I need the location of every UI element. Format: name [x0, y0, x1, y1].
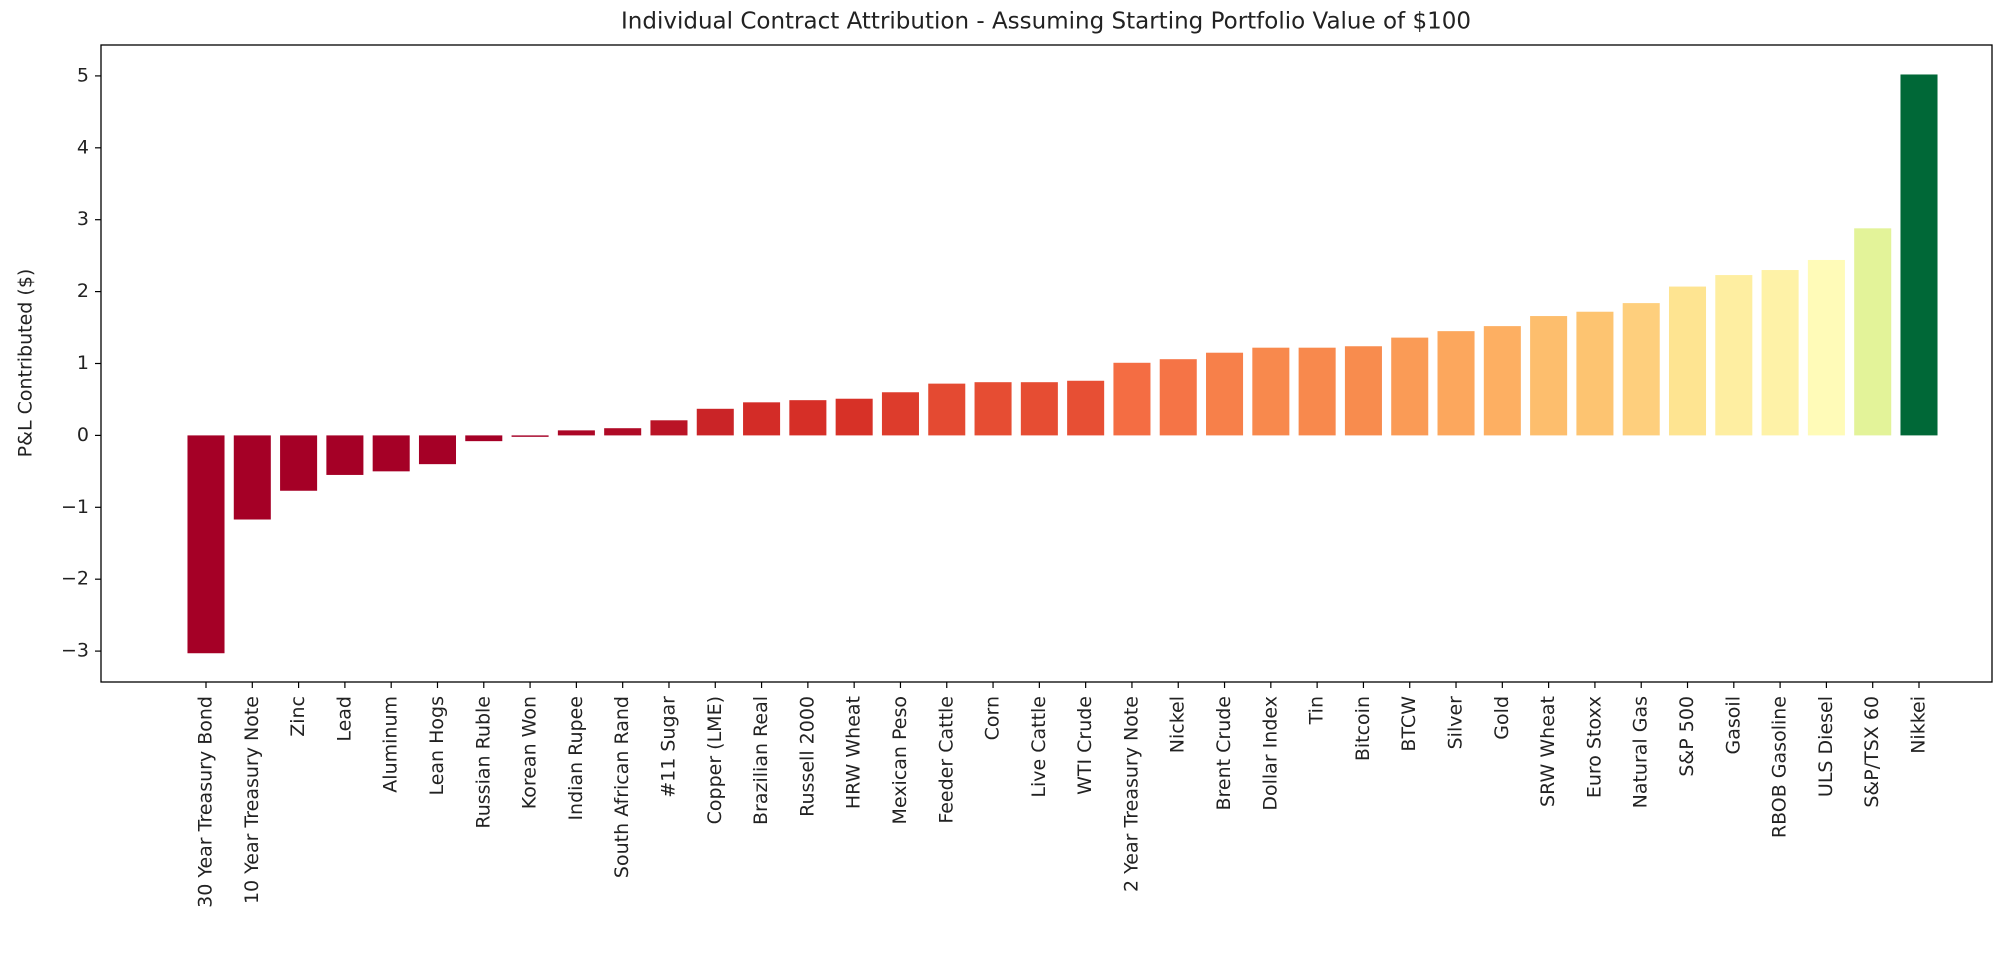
x-tick-label: BTCW [1398, 696, 1420, 752]
bar [557, 430, 595, 436]
x-tick-label: Gasoil [1722, 696, 1744, 754]
x-tick-label: WTI Crude [1074, 696, 1096, 795]
bar [1900, 74, 1938, 436]
bar [372, 435, 410, 472]
x-tick-label: SRW Wheat [1537, 696, 1559, 807]
bar [1067, 380, 1105, 436]
bar [696, 408, 734, 436]
bar [1437, 331, 1475, 436]
x-tick-label: RBOB Gasoline [1769, 696, 1791, 838]
bar [881, 392, 919, 436]
bar [326, 435, 364, 475]
bar [1668, 286, 1707, 436]
bar [1854, 228, 1892, 436]
bar [928, 383, 966, 436]
bar [789, 400, 827, 436]
x-tick-label: Russell 2000 [796, 696, 818, 817]
bar [187, 435, 225, 654]
x-tick-label: Lead [333, 696, 355, 742]
x-tick-label: South African Rand [611, 696, 633, 878]
y-tick-label: −1 [61, 496, 89, 518]
x-tick-label: Brent Crude [1213, 696, 1235, 811]
y-tick-label: 1 [77, 352, 89, 374]
bar [1530, 316, 1568, 436]
x-tick-label: Feeder Cattle [935, 696, 957, 824]
bar [1622, 303, 1660, 436]
bar [604, 428, 642, 436]
bar [280, 435, 318, 491]
x-tick-label: Brazilian Real [750, 696, 772, 825]
bar [1206, 352, 1244, 436]
bar [1576, 311, 1614, 436]
bar [1715, 275, 1753, 436]
x-tick-label: Korean Won [519, 696, 541, 809]
x-tick-label: Silver [1445, 696, 1467, 750]
y-tick-label: 2 [77, 280, 89, 302]
x-tick-label: Gold [1491, 696, 1513, 740]
x-tick-label: Bitcoin [1352, 696, 1374, 761]
bar [1807, 259, 1845, 436]
x-tick-label: 2 Year Treasury Note [1120, 696, 1142, 892]
bar [974, 382, 1012, 436]
y-tick-label: 3 [77, 208, 89, 230]
bar [1298, 347, 1336, 436]
bar [418, 435, 457, 465]
x-tick-label: Lean Hogs [426, 696, 448, 796]
x-tick-label: Dollar Index [1259, 696, 1281, 811]
y-tick-label: −3 [61, 640, 89, 662]
y-axis-label: P&L Contributed ($) [15, 269, 37, 458]
x-tick-label: Live Cattle [1028, 696, 1050, 798]
chart-title: Individual Contract Attribution - Assumi… [621, 9, 1471, 35]
x-tick-label: ULS Diesel [1815, 696, 1837, 797]
x-tick-label: 30 Year Treasury Bond [195, 696, 217, 908]
x-tick-label: S&P/TSX 60 [1861, 696, 1883, 808]
bar [1113, 362, 1151, 436]
x-tick-label: Russian Ruble [472, 696, 494, 829]
y-tick-label: 0 [77, 424, 89, 446]
bar [650, 420, 688, 436]
x-tick-label: Copper (LME) [704, 696, 726, 824]
x-tick-label: Aluminum [380, 696, 402, 793]
x-tick-label: Indian Rupee [565, 696, 587, 821]
y-tick-label: 4 [77, 136, 89, 158]
bar [511, 435, 549, 437]
x-tick-label: Corn [982, 696, 1004, 740]
bar [835, 398, 873, 436]
bar [1252, 347, 1290, 436]
x-tick-label: 10 Year Treasury Note [241, 696, 263, 904]
bar [1344, 346, 1382, 436]
bar [1020, 382, 1058, 436]
bar [233, 435, 271, 520]
bar [1391, 337, 1429, 436]
bar [465, 435, 503, 442]
bar [1761, 270, 1799, 436]
plot-frame [100, 44, 1993, 683]
bar [1483, 326, 1521, 436]
x-tick-label: Mexican Peso [889, 696, 911, 824]
x-tick-label: Tin [1306, 696, 1328, 725]
y-tick-label: 5 [77, 64, 89, 86]
x-tick-label: S&P 500 [1676, 696, 1698, 777]
x-tick-label: Nickel [1167, 696, 1189, 753]
x-tick-label: #11 Sugar [657, 696, 679, 798]
bar [1159, 359, 1197, 436]
x-tick-label: Zinc [287, 696, 309, 737]
x-tick-label: HRW Wheat [843, 696, 865, 809]
y-tick-label: −2 [61, 568, 89, 590]
x-tick-label: Euro Stoxx [1583, 696, 1605, 798]
bar [743, 402, 781, 436]
x-tick-label: Nikkei [1908, 696, 1930, 754]
x-tick-label: Natural Gas [1630, 696, 1652, 808]
